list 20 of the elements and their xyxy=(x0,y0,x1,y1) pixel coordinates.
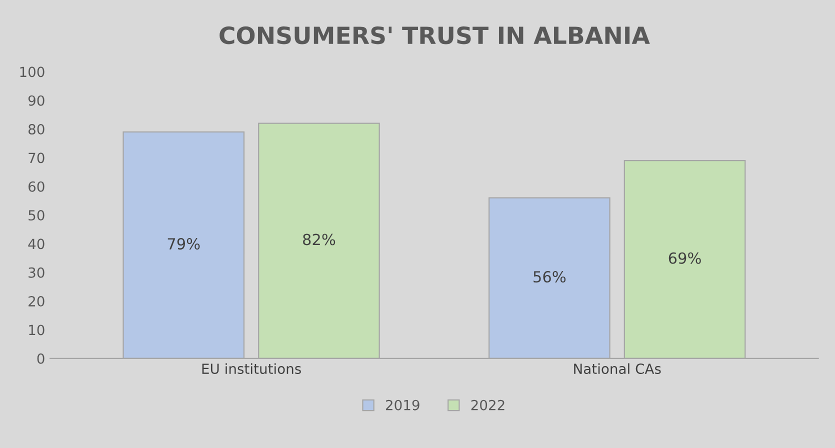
data-label: 56% xyxy=(534,270,566,283)
y-tick-label: 80 xyxy=(28,124,44,134)
x-tick-label: National CAs xyxy=(574,363,661,374)
y-tick-label: 20 xyxy=(28,296,44,307)
y-tick-label: 50 xyxy=(28,210,44,221)
data-label: 79% xyxy=(168,238,200,250)
y-tick-label: 90 xyxy=(28,95,44,106)
y-tick-label: 100 xyxy=(20,66,44,78)
x-tick-label: EU institutions xyxy=(202,363,301,374)
legend-label: 2019 xyxy=(386,400,420,410)
y-tick-label: 70 xyxy=(28,152,44,164)
data-label: 82% xyxy=(303,234,336,246)
data-label: 69% xyxy=(668,252,701,264)
legend-label: 2022 xyxy=(471,400,504,410)
y-tick-label: 60 xyxy=(28,181,44,192)
y-tick-label: 10 xyxy=(29,324,44,336)
chart-title: CONSUMERS' TRUST IN ALBANIA xyxy=(220,26,650,44)
y-tick-label: 40 xyxy=(28,238,44,250)
y-tick-label: 30 xyxy=(28,267,44,278)
y-tick-label: 0 xyxy=(37,353,44,364)
